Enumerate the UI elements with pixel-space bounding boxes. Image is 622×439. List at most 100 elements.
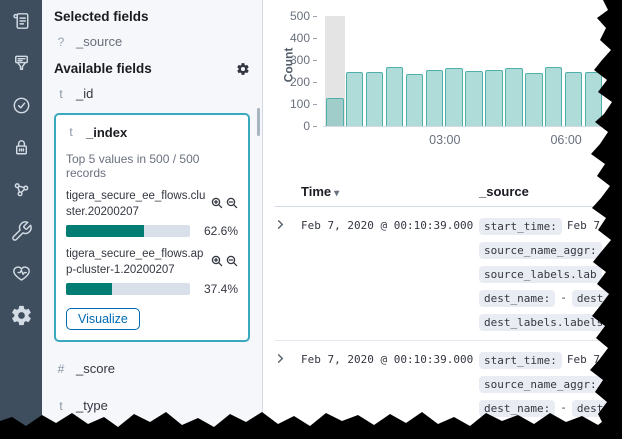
filter-for-value-icon[interactable]	[211, 255, 223, 267]
top-value-row: tigera_secure_ee_flows.app-cluster-1.202…	[66, 247, 238, 296]
source-field-pill: dest_name:	[479, 399, 556, 417]
discover-main: Count 0 100 200 300 400 500 03:00 06:00 Time ▾ …	[263, 0, 622, 439]
value-percent-bar	[66, 283, 190, 296]
source-field-pill: start_time:	[479, 217, 562, 235]
field-settings-gear-icon[interactable]	[236, 62, 250, 76]
value-percent-bar	[66, 225, 190, 238]
pipeline-icon[interactable]	[10, 52, 33, 75]
gear-icon[interactable]	[10, 304, 33, 327]
field-item-_type[interactable]: t _type	[54, 387, 250, 424]
source-field-pill: dest_labels.label	[479, 423, 602, 439]
histogram-bar[interactable]	[584, 71, 603, 126]
value-percent-label: 37.4%	[203, 282, 238, 297]
top-values-summary: Top 5 values in 500 / 500 records	[66, 152, 200, 180]
histogram-bar[interactable]	[425, 69, 443, 126]
histogram-bar[interactable]	[365, 72, 384, 126]
value-percent-label: 62.6%	[203, 224, 238, 239]
field-item-_id[interactable]: t _id	[54, 76, 250, 111]
field-name: _type	[76, 398, 108, 414]
source-field-pill: source_name_aggr:	[479, 375, 602, 393]
y-tick-label: 0	[287, 119, 317, 133]
source-field-pill: source_labels.lab	[479, 265, 602, 283]
top-value-label: tigera_secure_ee_flows.cluster.20200207	[66, 190, 206, 218]
source-field-value: Feb 7,	[566, 353, 607, 366]
field-type-letter: ?	[57, 34, 65, 49]
histogram-bar[interactable]	[485, 69, 503, 126]
heartbeat-icon[interactable]	[10, 262, 33, 285]
y-tick-label: 500	[287, 9, 317, 23]
field-name: _source	[76, 34, 123, 49]
row-time: Feb 7, 2020 @ 00:10:39.000	[301, 219, 474, 232]
field-type-letter: t	[56, 436, 66, 439]
histogram-bar[interactable]	[345, 72, 364, 126]
available-fields-heading: Available fields	[54, 61, 250, 76]
field-sidebar: Selected fields ? _source Available field…	[42, 0, 263, 439]
field-item-index[interactable]: t _index	[66, 123, 238, 140]
field-item-_source[interactable]: ? _source	[54, 24, 250, 59]
field-type-letter: t	[59, 86, 63, 101]
source-field-pill: dest	[571, 289, 609, 307]
source-field-pill: source_name_aggr:	[479, 241, 602, 259]
x-tick-label: 06:00	[550, 133, 582, 147]
field-type-letter: t	[59, 398, 63, 413]
y-axis-ticks: 0 100 200 300 400 500	[287, 0, 317, 150]
field-name: _id	[76, 86, 94, 101]
x-tick-label: 03:00	[429, 133, 461, 147]
field-type-letter: #	[57, 361, 65, 376]
expand-row-chevron-icon[interactable]	[275, 214, 301, 230]
histogram-bar[interactable]	[525, 73, 543, 126]
field-details-popover: t _index Top 5 values in 500 / 500 recor…	[54, 113, 250, 343]
histogram-plot-area	[323, 16, 605, 127]
filter-for-value-icon[interactable]	[211, 197, 223, 209]
source-field-pill: dest_labels.labels	[479, 313, 609, 331]
sort-desc-icon: ▾	[334, 188, 340, 199]
source-field-pill: dest_name:	[479, 289, 556, 307]
visualize-button[interactable]: Visualize	[66, 308, 140, 331]
row-source: start_time: Feb 7, source_name_aggr: dest_n…	[479, 348, 622, 439]
y-tick-label: 200	[287, 75, 317, 89]
source-field-value: Feb 7	[566, 219, 600, 232]
histogram-bar[interactable]	[505, 67, 523, 126]
y-tick-label: 400	[287, 31, 317, 45]
time-column-header[interactable]: Time ▾	[301, 184, 340, 199]
histogram-bar[interactable]	[465, 71, 483, 126]
panel-scrollbar-thumb[interactable]	[257, 108, 260, 136]
filter-out-value-icon[interactable]	[226, 197, 238, 209]
clock-check-icon[interactable]	[10, 94, 33, 117]
expand-row-chevron-icon[interactable]	[275, 348, 301, 364]
wrench-icon[interactable]	[10, 220, 33, 243]
histogram-chart: Count 0 100 200 300 400 500 03:00 06:00	[263, 0, 622, 150]
source-field-value: -	[560, 401, 567, 414]
top-value-row: tigera_secure_ee_flows.cluster.20200207 …	[66, 189, 238, 238]
y-tick-label: 100	[287, 97, 317, 111]
histogram-bar[interactable]	[326, 97, 344, 126]
selected-fields-heading: Selected fields	[54, 9, 250, 24]
document-row: Feb 7, 2020 @ 00:10:39.000 start_time: Fe…	[275, 207, 622, 340]
field-item-action[interactable]: t action	[54, 424, 250, 439]
lock-icon[interactable]	[10, 136, 33, 159]
histogram-bar[interactable]	[544, 67, 563, 126]
top-value-label: tigera_secure_ee_flows.app-cluster-1.202…	[66, 248, 204, 276]
source-field-value: -	[560, 291, 567, 304]
y-tick-label: 300	[287, 53, 317, 67]
scroll-log-icon[interactable]	[10, 10, 33, 33]
histogram-bar[interactable]	[445, 67, 463, 126]
source-field-pill: dest,	[571, 399, 615, 417]
row-source: start_time: Feb 7 source_name_aggr: source_…	[479, 214, 622, 334]
histogram-bar[interactable]	[405, 73, 424, 126]
histogram-bar[interactable]	[564, 71, 583, 126]
graph-nodes-icon[interactable]	[10, 178, 33, 201]
field-type-letter: t	[69, 125, 73, 139]
available-fields-title: Available fields	[54, 61, 152, 76]
field-name: action	[76, 435, 111, 439]
source-column-header: _source	[479, 184, 529, 199]
field-item-_score[interactable]: # _score	[54, 350, 250, 387]
field-name: _score	[76, 361, 116, 377]
documents-table: Time ▾ _source Feb 7, 2020 @ 00:10:39.000…	[275, 184, 622, 439]
filter-out-value-icon[interactable]	[226, 255, 238, 267]
field-name: _index	[86, 125, 128, 140]
histogram-bar[interactable]	[385, 67, 404, 126]
app-nav-rail	[0, 0, 42, 439]
selected-fields-title: Selected fields	[54, 9, 149, 24]
source-field-pill: start_time:	[479, 351, 562, 369]
